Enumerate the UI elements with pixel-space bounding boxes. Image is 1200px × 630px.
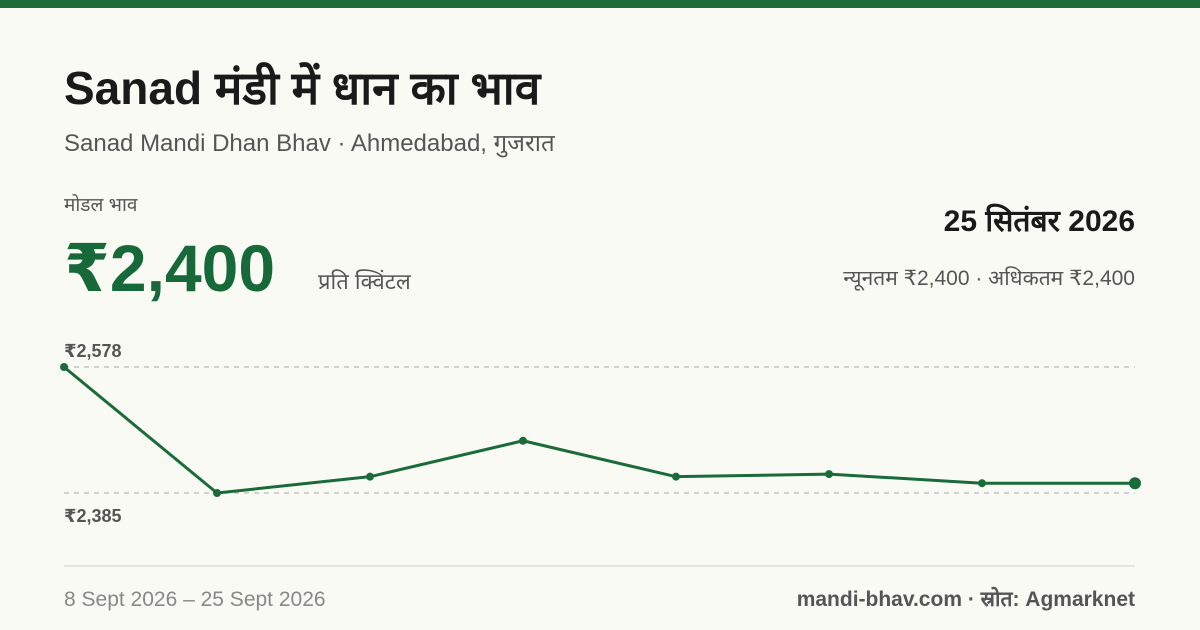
point xyxy=(60,363,68,371)
price-label: मोडल भाव xyxy=(64,193,138,216)
price: ₹2,400 xyxy=(64,231,275,305)
subtitle: Sanad Mandi Dhan Bhav · Ahmedabad, गुजरा… xyxy=(64,130,556,158)
date: 25 सितंबर 2026 xyxy=(944,203,1135,238)
y-tick-label: ₹2,385 xyxy=(64,506,122,526)
period: 8 Sept 2026 – 25 Sept 2026 xyxy=(64,588,326,611)
point xyxy=(1129,477,1141,490)
price-unit: प्रति क्विंटल xyxy=(318,269,412,294)
point xyxy=(366,472,374,481)
title: Sanad मंडी में धान का भाव xyxy=(64,62,542,114)
y-tick-label: ₹2,578 xyxy=(64,341,122,361)
point xyxy=(672,472,680,481)
source: mandi-bhav.com · स्रोत: Agmarknet xyxy=(797,586,1135,611)
point xyxy=(825,470,833,479)
line xyxy=(63,365,1135,495)
point xyxy=(213,489,221,497)
point xyxy=(978,479,986,488)
top-bar xyxy=(0,0,1200,8)
price-range: न्यूनतम ₹2,400 · अधिकतम ₹2,400 xyxy=(843,266,1135,291)
point xyxy=(519,436,527,445)
